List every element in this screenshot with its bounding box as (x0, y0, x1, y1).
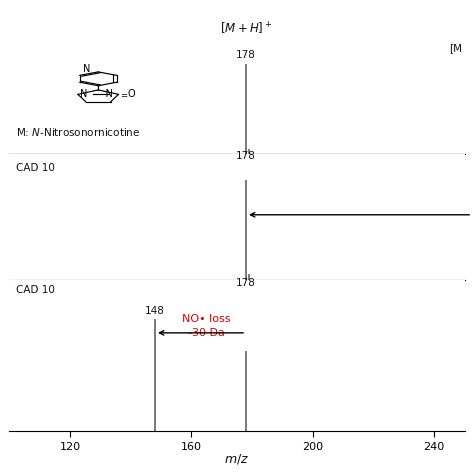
Text: CAD 10: CAD 10 (16, 285, 55, 295)
Text: 178: 178 (236, 151, 256, 161)
Text: -30 Da: -30 Da (188, 328, 225, 338)
Text: N: N (83, 64, 91, 74)
Text: 178: 178 (236, 50, 256, 60)
Text: -N: -N (103, 90, 114, 100)
Text: [M: [M (449, 44, 462, 54)
Text: $[M + H]^+$: $[M + H]^+$ (220, 21, 272, 37)
Text: $m/z$: $m/z$ (224, 453, 250, 466)
Text: NO• loss: NO• loss (182, 314, 231, 324)
Text: $=$: $=$ (119, 90, 129, 99)
Text: 148: 148 (145, 306, 165, 316)
Text: N: N (80, 90, 88, 100)
Text: O: O (127, 90, 135, 100)
Text: 178: 178 (236, 278, 256, 288)
Text: CAD 10: CAD 10 (16, 163, 55, 173)
Text: M: $\it{N}$-Nitrosonornicotine: M: $\it{N}$-Nitrosonornicotine (16, 126, 141, 137)
